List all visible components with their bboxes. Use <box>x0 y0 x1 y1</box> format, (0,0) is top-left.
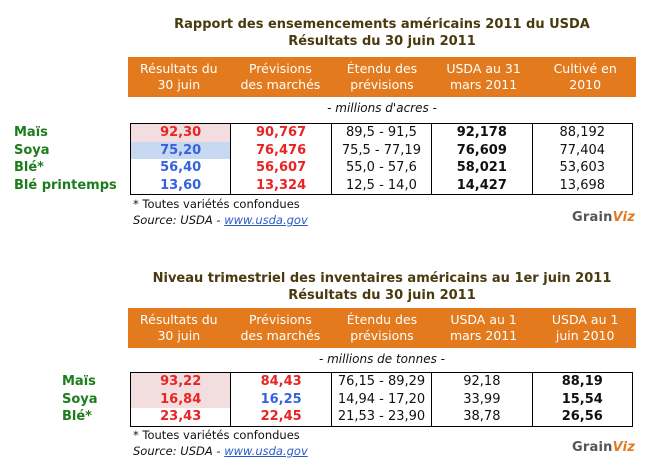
cell: 92,30 <box>130 123 231 142</box>
table2-footnote: * Toutes variétés confondues <box>133 428 300 442</box>
table2-header-col2: Prévisions des marchés <box>240 312 321 343</box>
table2-title: Niveau trimestriel des inventaires améri… <box>128 270 636 304</box>
cell: 33,99 <box>431 390 533 408</box>
cell: 76,609 <box>431 141 533 159</box>
row-label-soya: Soya <box>62 391 98 407</box>
cell: 89,5 - 91,5 <box>330 123 432 142</box>
table1-header-col5: Cultivé en 2010 <box>553 61 617 92</box>
cell: 90,767 <box>230 123 332 142</box>
cell: 93,22 <box>130 372 231 391</box>
table1-footnote: * Toutes variétés confondues <box>133 197 300 211</box>
cell: 84,43 <box>230 372 332 391</box>
cell: 76,15 - 89,29 <box>330 372 432 391</box>
row-label-ble: Blé* <box>14 160 44 175</box>
cell: 92,18 <box>431 372 533 391</box>
table-row: 92,30 90,767 89,5 - 91,5 92,178 88,192 <box>130 123 633 142</box>
cell: 13,324 <box>230 176 332 195</box>
cell: 56,40 <box>160 160 202 175</box>
table-row: 13,60 13,324 12,5 - 14,0 14,427 13,698 <box>131 176 633 195</box>
table2-title-line1: Niveau trimestriel des inventaires améri… <box>152 271 612 286</box>
cell: 22,45 <box>230 408 332 426</box>
cell: 56,607 <box>230 159 332 177</box>
table2-header-col3: Étendu des prévisions <box>346 312 418 343</box>
table2-header-col5: USDA au 1 juin 2010 <box>551 312 619 343</box>
table1-data-grid: 92,30 90,767 89,5 - 91,5 92,178 88,192 7… <box>130 123 633 195</box>
row-label-ble-printemps: Blé printemps <box>14 177 117 193</box>
table2-source: Source: USDA - www.usda.gov <box>133 444 308 458</box>
table-row: 23,43 22,45 21,53 - 23,90 38,78 26,56 <box>131 408 633 426</box>
table2-header-row: Résultats du 30 juin Prévisions des marché… <box>128 308 636 348</box>
cell: 13,698 <box>531 176 633 195</box>
table-row: 93,22 84,43 76,15 - 89,29 92,18 88,19 <box>130 372 633 391</box>
table2-row-labels: Maïs Soya Blé* <box>14 373 98 426</box>
cell: 53,603 <box>531 159 633 177</box>
row-label-ble: Blé* <box>62 409 92 424</box>
usda-link[interactable]: www.usda.gov <box>224 213 308 227</box>
cell: 88,19 <box>531 372 633 391</box>
table1-row-labels: Maïs Soya Blé* Blé printemps <box>14 124 129 194</box>
table1-header-col2: Prévisions des marchés <box>240 61 321 92</box>
table1-header-row: Résultats du 30 juin Prévisions des marché… <box>128 57 636 97</box>
row-label-mais: Maïs <box>62 374 96 389</box>
cell: 55,0 - 57,6 <box>330 159 432 177</box>
cell: 75,5 - 77,19 <box>330 141 432 159</box>
cell: 14,94 - 17,20 <box>330 390 432 408</box>
cell: 38,78 <box>431 408 533 426</box>
cell: 12,5 - 14,0 <box>330 176 432 195</box>
table-row: 16,84 16,25 14,94 - 17,20 33,99 15,54 <box>130 390 633 408</box>
table1-header-col1: Résultats du 30 juin <box>140 61 218 92</box>
cell: 26,56 <box>531 408 633 426</box>
table2-unit-label: - millions de tonnes - <box>318 352 446 366</box>
cell: 16,84 <box>130 390 231 408</box>
cell: 77,404 <box>531 141 633 159</box>
cell: 58,021 <box>431 159 533 177</box>
table1-title: Rapport des ensemencements américains 20… <box>128 16 636 50</box>
table1-unit-label: - millions d'acres - <box>327 101 437 115</box>
table2-title-line2: Résultats du 30 juin 2011 <box>288 288 476 303</box>
row-label-mais: Maïs <box>14 125 48 140</box>
cell: 88,192 <box>531 123 633 142</box>
table1-title-line2: Résultats du 30 juin 2011 <box>288 34 476 49</box>
cell: 92,178 <box>431 123 533 142</box>
table1-notes: * Toutes variétés confondues Source: USD… <box>133 196 308 228</box>
cell: 16,25 <box>230 390 332 408</box>
cell: 75,20 <box>130 141 231 159</box>
table-row: 56,40 56,607 55,0 - 57,6 58,021 53,603 <box>131 159 633 177</box>
row-label-soya: Soya <box>14 142 50 158</box>
table1-source: Source: USDA - www.usda.gov <box>133 213 308 227</box>
grainviz-logo: GrainViz <box>572 210 636 225</box>
table1-title-line1: Rapport des ensemencements américains 20… <box>174 17 590 32</box>
table2-data-grid: 93,22 84,43 76,15 - 89,29 92,18 88,19 16… <box>130 372 633 427</box>
table1-header-col4: USDA au 31 mars 2011 <box>446 61 521 92</box>
cell: 23,43 <box>160 409 202 424</box>
table2-header-col4: USDA au 1 mars 2011 <box>449 312 518 343</box>
table-row: 75,20 76,476 75,5 - 77,19 76,609 77,404 <box>130 141 633 159</box>
table1-header-col3: Étendu des prévisions <box>346 61 418 92</box>
cell: 14,427 <box>431 176 533 195</box>
table2-header-col1: Résultats du 30 juin <box>140 312 218 343</box>
cell: 15,54 <box>531 390 633 408</box>
table2-notes: * Toutes variétés confondues Source: USD… <box>133 427 308 459</box>
cell: 13,60 <box>160 177 202 193</box>
cell: 76,476 <box>230 141 332 159</box>
grainviz-logo: GrainViz <box>572 440 636 455</box>
usda-link[interactable]: www.usda.gov <box>224 444 308 458</box>
cell: 21,53 - 23,90 <box>330 408 432 426</box>
